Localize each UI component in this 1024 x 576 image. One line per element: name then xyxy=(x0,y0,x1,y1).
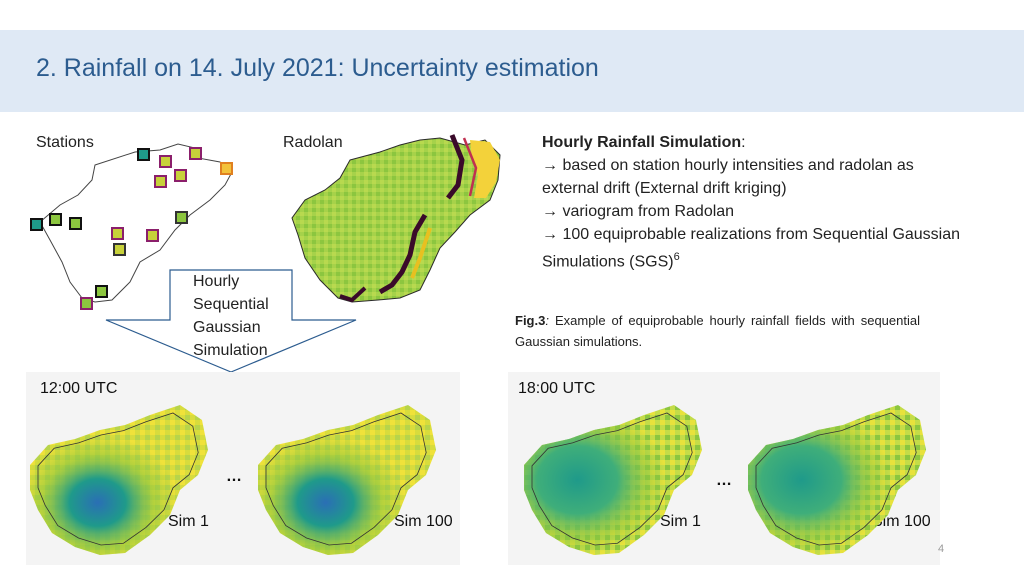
time-label-1800: 18:00 UTC xyxy=(518,380,596,397)
sim-label: Sim 100 xyxy=(872,513,931,530)
station-marker xyxy=(137,148,150,161)
arrow-line: Hourly xyxy=(193,273,240,290)
title-bar xyxy=(0,30,1024,112)
catchment-outline xyxy=(755,412,917,546)
caption-text: Example of equiprobable hourly rainfall … xyxy=(515,313,920,349)
station-marker xyxy=(175,211,188,224)
stations-label: Stations xyxy=(36,134,94,151)
arrow-line: Sequential xyxy=(193,296,269,313)
sim-intensity xyxy=(30,405,208,555)
page-number: 4 xyxy=(938,543,945,555)
description-bullet: → based on station hourly intensities an… xyxy=(542,157,914,197)
station-marker xyxy=(154,175,167,188)
catchment-outline xyxy=(531,412,693,546)
arrow-line: Gaussian xyxy=(193,319,261,336)
radolan-edge-heavy xyxy=(462,137,478,197)
catchment-outline xyxy=(265,412,427,546)
ellipsis: … xyxy=(716,472,732,489)
radolan-field xyxy=(291,137,501,303)
radolan-label: Radolan xyxy=(283,134,343,151)
radolan-edge-heavy xyxy=(410,227,432,279)
station-markers xyxy=(30,147,233,310)
station-marker xyxy=(30,218,43,231)
caption-colon: : xyxy=(545,313,549,328)
radolan-edge-heavy xyxy=(446,134,465,200)
catchment-outline xyxy=(37,412,199,546)
sim-label: Sim 1 xyxy=(168,513,209,530)
description-bullet-with-sup: → 100 equiprobable realizations from Seq… xyxy=(542,223,962,273)
time-label-1200: 12:00 UTC xyxy=(40,380,118,397)
sim-label: Sim 1 xyxy=(660,513,701,530)
station-marker xyxy=(146,229,159,242)
arrow-text: Hourly Sequential Gaussian Simulation xyxy=(193,270,288,362)
radolan-edge-yellow xyxy=(470,140,500,198)
radolan-edge-heavy xyxy=(339,286,367,303)
arrow-line: Simulation xyxy=(193,342,268,359)
description-bullet: → variogram from Radolan xyxy=(542,203,735,220)
station-marker xyxy=(95,285,108,298)
station-marker xyxy=(69,217,82,230)
station-marker xyxy=(111,227,124,240)
sim-intensity xyxy=(748,405,926,555)
figure-caption: Fig.3: Example of equiprobable hourly ra… xyxy=(515,310,920,352)
description-bullet: → 100 equiprobable realizations from Seq… xyxy=(542,226,961,271)
station-marker xyxy=(113,243,126,256)
station-marker xyxy=(80,297,93,310)
station-marker xyxy=(49,213,62,226)
ellipsis: … xyxy=(226,468,242,485)
simulation-arrow xyxy=(105,269,357,373)
sim-label: Sim 100 xyxy=(394,513,453,530)
station-marker xyxy=(174,169,187,182)
footnote-ref: 6 xyxy=(673,251,680,263)
description-heading-line: Hourly Rainfall Simulation: xyxy=(542,131,962,154)
station-marker xyxy=(220,162,233,175)
description-heading: Hourly Rainfall Simulation xyxy=(542,134,742,151)
sim-intensity xyxy=(524,405,702,555)
station-marker xyxy=(189,147,202,160)
description-block: Hourly Rainfall Simulation: → based on s… xyxy=(542,131,962,273)
sim-intensity xyxy=(258,405,436,555)
slide-title: 2. Rainfall on 14. July 2021: Uncertaint… xyxy=(36,54,599,82)
heading-colon: : xyxy=(741,134,746,151)
radolan-edge-heavy xyxy=(378,213,428,295)
caption-label: Fig.3 xyxy=(515,313,546,328)
station-marker xyxy=(159,155,172,168)
